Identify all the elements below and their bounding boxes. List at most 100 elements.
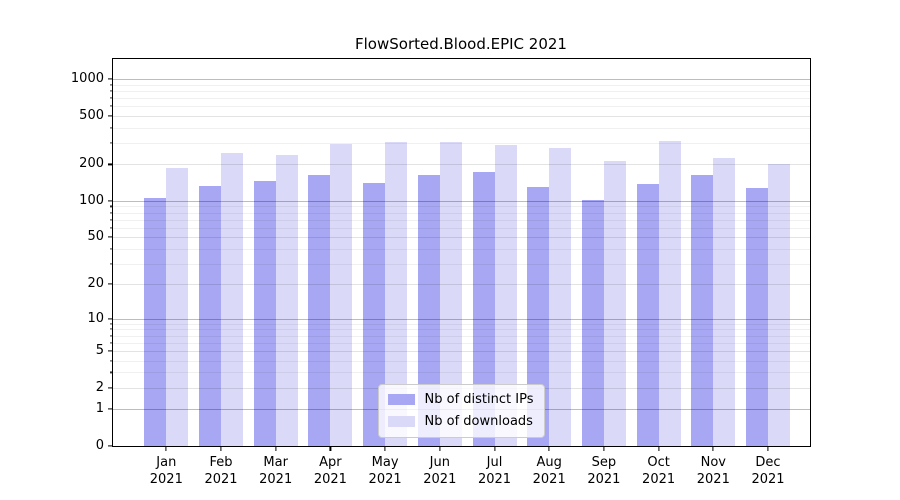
y-tick-mark (108, 408, 112, 410)
y-tick-mark-minor (109, 359, 112, 362)
y-tick-mark (108, 318, 112, 320)
y-gridline-minor (113, 84, 810, 86)
y-tick-label: 100 (79, 193, 104, 209)
x-tick-label: Aug 2021 (532, 455, 566, 487)
bar-distinct-ips (581, 200, 604, 446)
y-tick-mark-minor (109, 328, 112, 330)
y-tick-mark-minor (109, 263, 112, 265)
y-tick-mark (108, 445, 112, 447)
x-tick-label: May 2021 (368, 455, 402, 487)
y-tick-label: 50 (87, 229, 104, 245)
y-tick-mark-minor (109, 205, 112, 207)
y-tick-mark-minor (109, 90, 112, 92)
x-tick-mark (767, 447, 769, 451)
legend-label-distinct-ips: Nb of distinct IPs (424, 392, 534, 407)
y-tick-mark (108, 78, 112, 80)
x-tick-mark (548, 447, 550, 451)
y-tick-mark-minor (109, 334, 112, 337)
x-tick-mark (493, 447, 496, 451)
bar-distinct-ips (691, 175, 714, 446)
bar-distinct-ips (746, 187, 768, 446)
x-tick-label: Apr 2021 (313, 455, 347, 487)
y-tick-label: 1 (95, 401, 104, 417)
bar-distinct-ips (144, 197, 167, 446)
y-tick-label: 5 (95, 343, 104, 359)
y-tick-mark-minor (109, 142, 112, 144)
bar-distinct-ips (253, 180, 276, 446)
y-tick-mark-minor (109, 212, 112, 214)
x-tick-mark (384, 447, 386, 451)
bar-downloads (221, 152, 243, 446)
y-tick-label: 200 (79, 156, 104, 172)
y-gridline (113, 79, 810, 81)
bar-distinct-ips (417, 174, 440, 446)
y-tick-mark (108, 163, 112, 165)
bar-downloads (166, 167, 189, 446)
y-tick-label: 20 (87, 276, 104, 292)
x-tick-mark (658, 447, 660, 451)
bar-downloads (330, 143, 353, 446)
y-tick-mark-minor (109, 97, 112, 99)
y-tick-label: 0 (95, 438, 104, 454)
x-tick-label: Nov 2021 (696, 455, 730, 487)
y-tick-mark (108, 236, 112, 238)
y-tick-mark (108, 387, 112, 389)
y-tick-label: 2 (95, 379, 104, 395)
x-tick-label: Jan 2021 (149, 455, 183, 487)
y-gridline-minor (113, 106, 810, 108)
bar-distinct-ips (363, 183, 386, 446)
y-tick-mark (108, 115, 112, 117)
legend-label-downloads: Nb of downloads (424, 414, 533, 429)
bar-downloads (658, 141, 681, 446)
legend: Nb of distinct IPs Nb of downloads (377, 384, 546, 438)
x-tick-label: Oct 2021 (642, 455, 676, 487)
x-tick-mark (439, 447, 441, 451)
x-tick-label: Mar 2021 (259, 455, 293, 487)
y-gridline-minor (113, 97, 810, 99)
y-tick-mark-minor (109, 323, 112, 325)
bar-downloads (713, 157, 736, 446)
bar-downloads (768, 164, 790, 446)
y-tick-mark-minor (109, 248, 112, 250)
x-tick-label: Jun 2021 (423, 455, 457, 487)
x-tick-mark (603, 447, 605, 451)
bar-distinct-ips (636, 183, 659, 446)
y-tick-label: 500 (79, 108, 104, 124)
x-tick-label: Feb 2021 (204, 455, 238, 487)
x-tick-label: Dec 2021 (751, 455, 785, 487)
y-tick-mark-minor (109, 227, 112, 229)
y-tick-mark-minor (109, 371, 112, 373)
x-tick-mark (329, 447, 331, 451)
y-tick-mark-minor (109, 342, 112, 344)
bar-downloads (494, 145, 517, 446)
y-tick-mark-minor (109, 84, 112, 86)
y-tick-mark-minor (109, 105, 112, 107)
legend-swatch-downloads (387, 416, 415, 427)
y-gridline-minor (113, 127, 810, 129)
y-tick-mark-minor (109, 219, 112, 221)
legend-entry-downloads: Nb of downloads (387, 414, 534, 429)
x-tick-mark (712, 447, 714, 451)
y-tick-label: 1000 (70, 71, 104, 87)
bar-distinct-ips (472, 172, 495, 446)
bar-downloads (385, 142, 408, 446)
legend-entry-distinct-ips: Nb of distinct IPs (387, 392, 534, 407)
x-tick-mark (275, 447, 277, 451)
y-tick-mark-minor (109, 127, 112, 129)
bar-distinct-ips (308, 174, 331, 446)
y-tick-label: 10 (87, 310, 104, 326)
bar-downloads (275, 155, 298, 446)
bar-downloads (603, 160, 626, 446)
bar-downloads (439, 142, 462, 446)
x-tick-label: Jul 2021 (477, 455, 512, 487)
y-tick-mark (108, 283, 112, 285)
x-tick-mark (220, 447, 222, 451)
legend-swatch-distinct-ips (387, 394, 415, 405)
y-tick-mark (108, 350, 112, 352)
y-tick-mark (108, 200, 112, 202)
bar-downloads (549, 148, 572, 446)
x-tick-mark (165, 447, 167, 451)
y-gridline-minor (113, 90, 810, 92)
y-gridline (113, 115, 810, 117)
